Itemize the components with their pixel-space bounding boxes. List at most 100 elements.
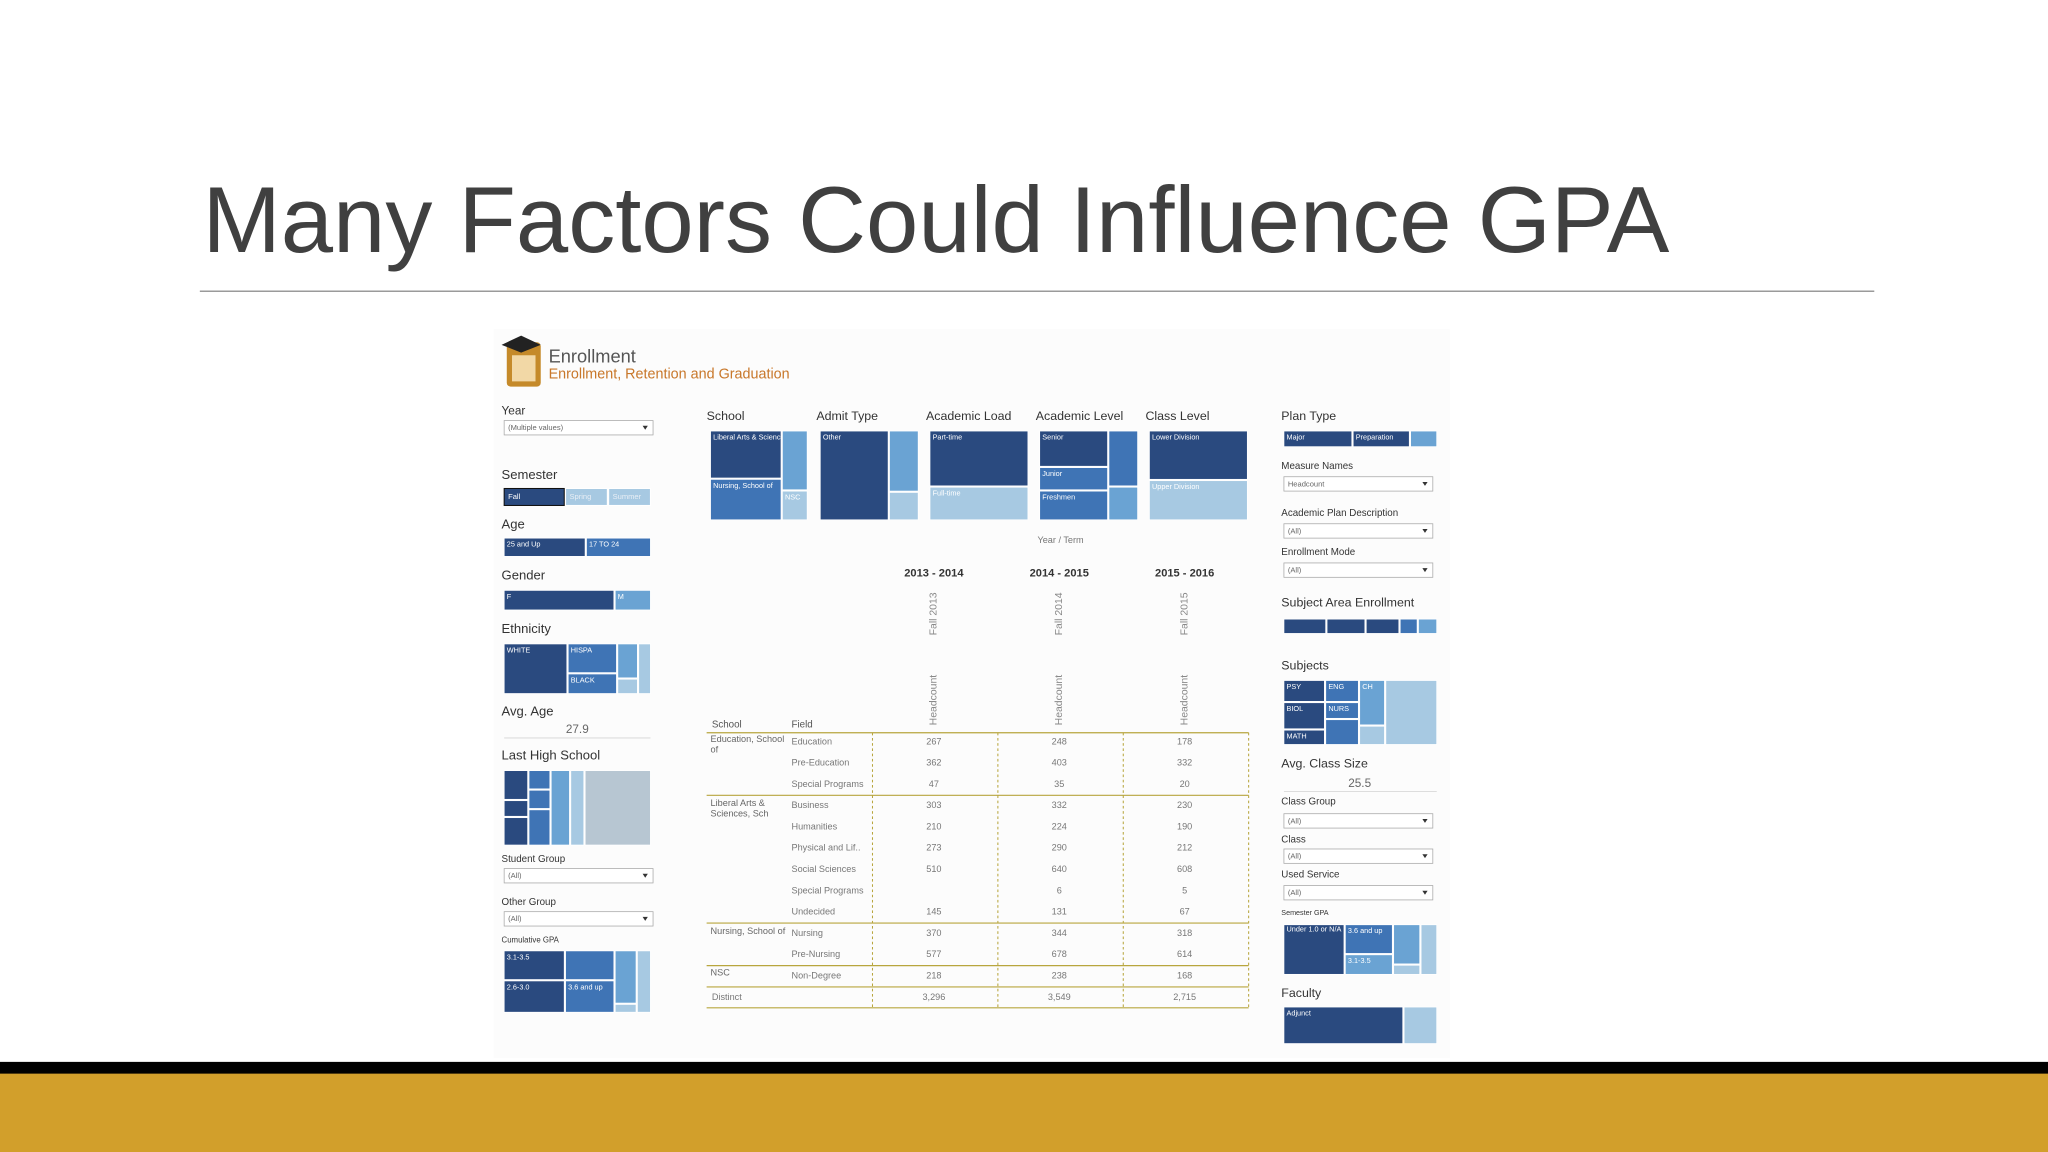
semester-option: Fall [508, 492, 521, 501]
tile [550, 770, 570, 846]
tile [1393, 924, 1421, 965]
dropdown-value: (All) [1288, 888, 1302, 897]
measure-header: Headcount [929, 675, 940, 726]
cell-value: 303 [926, 800, 941, 810]
term-header: Fall 2014 [1054, 592, 1065, 635]
field-name: Pre-Nursing [792, 949, 841, 959]
treemap-tile [1039, 490, 1108, 521]
cell-value: 577 [926, 949, 941, 959]
semester-button[interactable] [608, 487, 651, 506]
cell-value: 47 [929, 779, 939, 789]
tile-label: Senior [1042, 432, 1064, 441]
dropdown[interactable] [503, 420, 654, 436]
dropdown[interactable] [1283, 848, 1434, 864]
cell-value: 224 [1052, 821, 1067, 831]
school-cell: Liberal Arts & Sciences, Sch [710, 799, 769, 819]
footer-bar [0, 1073, 2048, 1152]
treemap-tile [503, 589, 615, 611]
filter-label: Avg. Age [502, 703, 554, 718]
dropdown-value: (All) [1288, 852, 1302, 861]
filter-label: Semester GPA [1281, 909, 1329, 917]
year-header: 2015 - 2016 [1155, 567, 1214, 579]
term-header: Fall 2015 [1179, 592, 1190, 635]
bar-segment [1418, 618, 1438, 634]
dropdown[interactable] [503, 868, 654, 884]
treemap-tile [1148, 480, 1248, 521]
cell-value: 20 [1180, 779, 1190, 789]
dropdown-value: (Multiple values) [508, 423, 564, 432]
school-cell: NSC [711, 970, 730, 979]
semester-button[interactable] [565, 487, 608, 506]
semester-button[interactable] [503, 487, 565, 506]
cell-value: 640 [1052, 864, 1067, 874]
tile-label: Major [1287, 432, 1306, 441]
cell-value: 238 [1052, 970, 1067, 980]
filter-label: Gender [502, 567, 546, 582]
treemap-tile [929, 486, 1029, 521]
treemap-tile [1283, 430, 1353, 448]
cell-value: 370 [926, 928, 941, 938]
dropdown[interactable] [1283, 885, 1434, 901]
treemap-tile [503, 643, 568, 694]
tile-label: NURS [1328, 704, 1349, 713]
tile [617, 678, 638, 694]
total-value: 2,715 [1173, 992, 1196, 1002]
cell-value: 403 [1052, 758, 1067, 768]
dropdown[interactable] [503, 911, 654, 927]
filter-label: Academic Load [926, 409, 1012, 423]
semester-option: Summer [613, 492, 642, 501]
tile [614, 950, 637, 1004]
dropdown-arrow [1422, 528, 1428, 533]
field-name: Special Programs [792, 779, 864, 789]
row-header: Field [792, 719, 813, 730]
dropdown-arrow [1422, 854, 1428, 859]
tile [570, 770, 585, 846]
dashboard-subtitle: Enrollment, Retention and Graduation [549, 367, 790, 383]
treemap-tile [567, 643, 617, 674]
dropdown[interactable] [1283, 813, 1434, 829]
school-name: Education, School of [710, 735, 785, 755]
filter-label: Academic Level [1036, 409, 1123, 423]
filter-label: Admit Type [816, 409, 878, 423]
cell-value: 131 [1052, 907, 1067, 917]
dropdown-value: (All) [1288, 566, 1302, 575]
tile-label: NSC [785, 493, 800, 502]
filter-label: Ethnicity [502, 621, 552, 636]
filter-label: Other Group [502, 897, 557, 908]
dropdown[interactable] [1283, 562, 1434, 578]
tile-label: Other [823, 432, 842, 441]
cell-value: 190 [1177, 821, 1192, 831]
dropdown-arrow [642, 873, 648, 878]
tile-label: HISPA [571, 645, 592, 654]
filter-label: Student Group [502, 854, 566, 865]
dropdown-value: Headcount [1288, 479, 1325, 488]
tile [638, 643, 651, 694]
cell-value: 6 [1057, 885, 1062, 895]
tile [1385, 680, 1438, 745]
dropdown[interactable] [1283, 476, 1434, 492]
tile-label: 3.6 and up [568, 982, 603, 991]
tile-label: F [507, 592, 512, 601]
semester-option: Spring [569, 492, 591, 501]
tile-label: Freshmen [1042, 493, 1075, 502]
tile-label: Upper Division [1152, 482, 1199, 491]
cell-value: 35 [1054, 779, 1064, 789]
cell-value: 212 [1177, 843, 1192, 853]
tile [636, 950, 651, 1013]
dropdown-arrow [1422, 890, 1428, 895]
school-name: Liberal Arts & Sciences, Sch [710, 799, 769, 819]
filter-label: Age [502, 517, 525, 532]
treemap-tile [503, 980, 565, 1013]
tile [889, 492, 919, 521]
dropdown[interactable] [1283, 523, 1434, 539]
school-cell: Nursing, School of [711, 927, 786, 936]
cell-value: 290 [1052, 843, 1067, 853]
filter-label: Cumulative GPA [502, 935, 560, 944]
tile [1393, 964, 1421, 975]
dropdown-value: (All) [1288, 816, 1302, 825]
field-name: Business [792, 800, 829, 810]
tile-label: CH [1362, 682, 1373, 691]
field-name: Education [792, 736, 833, 746]
treemap-tile [781, 490, 808, 521]
